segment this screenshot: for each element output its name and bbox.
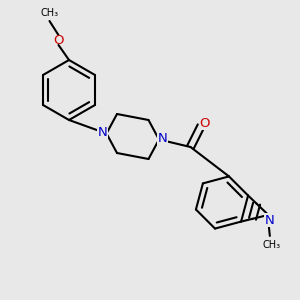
Text: O: O bbox=[53, 34, 64, 47]
Text: CH₃: CH₃ bbox=[262, 239, 280, 250]
Text: O: O bbox=[200, 116, 210, 130]
Text: N: N bbox=[265, 214, 275, 227]
Text: N: N bbox=[158, 132, 168, 145]
Text: CH₃: CH₃ bbox=[40, 8, 58, 18]
Text: N: N bbox=[98, 126, 107, 139]
